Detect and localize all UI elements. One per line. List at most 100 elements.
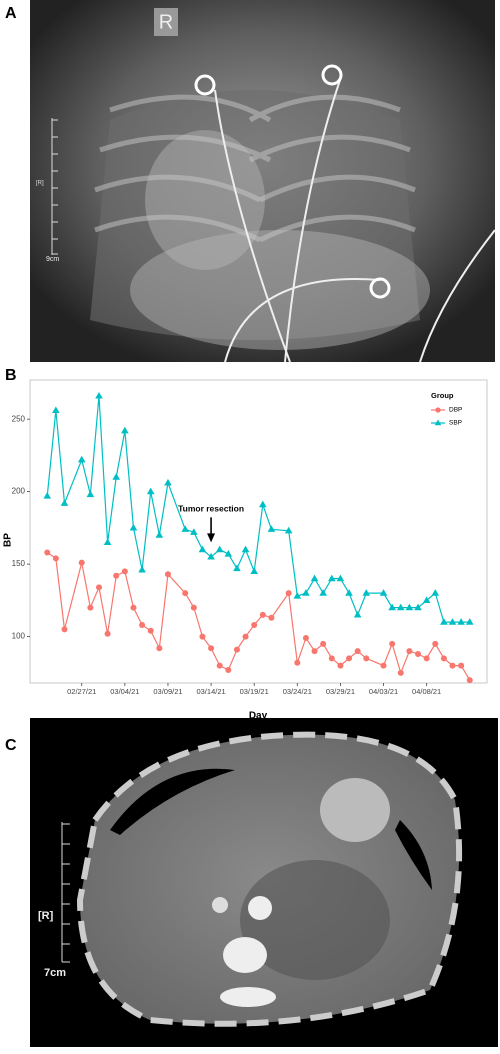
point [302,589,310,596]
side-marker: R [159,11,173,33]
point [242,633,249,640]
point [86,490,95,498]
point [190,604,197,611]
point [155,531,164,538]
point [190,528,198,535]
point [121,568,128,575]
point [406,648,413,655]
point [77,455,86,463]
annotation-arrowhead [207,533,216,543]
legend-marker [434,419,442,426]
point [311,648,318,655]
point [328,655,335,662]
point [207,552,215,560]
x-tick-label: 04/03/21 [369,687,398,696]
y-tick-label: 150 [12,559,26,568]
point [224,549,233,557]
x-tick-label: 03/14/21 [196,687,225,696]
y-tick-label: 250 [12,414,26,423]
panel-label: C [5,737,17,754]
point [216,662,223,669]
point [302,635,309,642]
point [164,571,171,578]
point [60,499,69,506]
point [87,604,94,611]
point [449,662,456,669]
point [293,592,302,599]
point [465,618,474,625]
point [457,618,465,625]
x-tick-label: 04/08/21 [412,687,441,696]
ct-image [30,718,498,1047]
point [61,626,68,633]
point [198,545,207,553]
x-tick-label: 03/24/21 [283,687,312,696]
point [353,610,362,618]
point [95,584,102,591]
series-line [46,395,470,623]
point [182,590,189,597]
point [363,655,370,662]
legend-label: DBP [449,407,462,414]
point [320,640,327,647]
point [103,538,112,545]
point [389,640,396,647]
point [225,666,232,673]
point [432,640,439,647]
point [327,574,336,582]
point [130,604,137,611]
point [78,559,85,566]
point [285,590,292,597]
point [52,555,59,562]
point [319,589,327,596]
point [251,622,258,629]
point [466,677,473,684]
x-tick-label: 03/19/21 [240,687,269,696]
point [397,669,404,676]
point [414,603,422,611]
y-tick-label: 200 [12,487,26,496]
point [52,406,60,414]
x-axis-label: Day [249,711,268,722]
annotation: Tumor resection [178,504,244,514]
ruler-label: [R] [38,910,54,922]
plot-area [29,379,488,684]
point [440,618,448,625]
point [139,622,146,629]
point [284,526,293,534]
scale-label: 7cm [44,967,66,979]
point [294,659,301,666]
point [233,646,240,653]
ruler-label: [R] [36,181,44,187]
point [448,618,457,625]
point [138,565,146,573]
point [259,611,266,618]
point [346,655,353,662]
point [310,574,319,582]
point [112,473,121,480]
point [233,564,241,572]
scale-label: 9cm [46,256,59,263]
point [458,662,465,669]
point [345,589,353,596]
point [43,491,52,499]
point [104,630,111,637]
point [379,589,388,596]
point [259,500,267,508]
point [208,645,215,652]
point [362,589,371,596]
point [121,426,129,434]
point [423,655,430,662]
x-tick-label: 03/04/21 [110,687,139,696]
point [388,603,396,611]
point [250,567,258,574]
point [164,478,172,486]
point [215,545,224,553]
point [415,651,422,658]
legend-label: SBP [449,420,462,427]
legend-marker [435,407,441,413]
x-tick-label: 03/09/21 [153,687,182,696]
point [146,487,155,495]
